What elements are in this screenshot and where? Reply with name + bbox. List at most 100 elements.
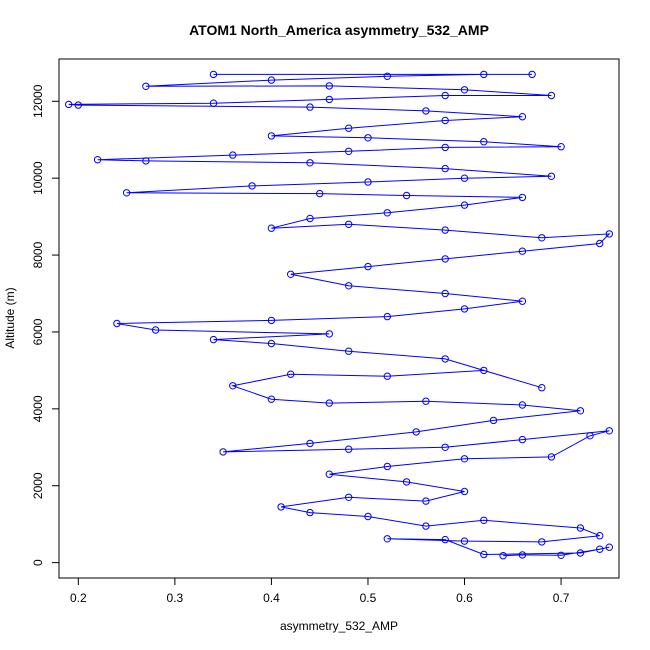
data-point xyxy=(547,453,556,461)
data-point xyxy=(219,448,227,456)
data-point xyxy=(460,86,469,94)
series-line xyxy=(68,73,611,557)
y-axis: 0 2000 4000 6000 8000 10000 12000 xyxy=(31,84,60,566)
x-axis: 0.2 0.3 0.4 0.5 0.6 0.7 xyxy=(70,577,570,605)
data-point xyxy=(113,319,121,328)
data-point xyxy=(576,549,585,557)
data-point xyxy=(74,101,83,109)
data-point xyxy=(209,99,218,107)
data-point xyxy=(576,524,585,532)
y-tick-label: 10000 xyxy=(31,161,45,195)
y-axis-label: Altitude (m) xyxy=(3,287,17,348)
data-point xyxy=(596,239,604,248)
data-point xyxy=(364,512,372,521)
data-point xyxy=(364,134,372,142)
data-point xyxy=(383,372,391,380)
data-point xyxy=(306,103,314,111)
data-point xyxy=(441,535,449,544)
y-tick-label: 4000 xyxy=(31,395,45,422)
data-point xyxy=(267,395,276,403)
x-tick-label: 0.2 xyxy=(70,591,87,605)
data-point xyxy=(441,443,449,451)
data-point xyxy=(345,220,353,229)
x-tick-label: 0.6 xyxy=(456,591,473,605)
data-point xyxy=(480,550,488,559)
data-point xyxy=(605,230,613,238)
data-point xyxy=(480,70,488,79)
data-point xyxy=(547,172,556,181)
data-point xyxy=(480,138,488,146)
data-point xyxy=(480,516,488,524)
data-point xyxy=(460,487,469,496)
plot-area xyxy=(65,70,613,560)
data-point xyxy=(267,339,276,348)
data-point xyxy=(248,182,256,190)
data-point xyxy=(345,147,353,156)
data-point xyxy=(267,316,276,325)
data-point xyxy=(528,70,536,79)
data-point xyxy=(518,193,527,202)
data-point xyxy=(383,462,391,471)
data-point xyxy=(480,366,488,375)
data-point xyxy=(518,247,527,255)
data-point xyxy=(93,156,102,164)
data-point xyxy=(441,255,449,263)
data-point xyxy=(364,262,372,271)
x-tick-label: 0.3 xyxy=(167,591,184,605)
data-point xyxy=(518,297,527,305)
y-tick-label: 0 xyxy=(31,559,45,566)
data-point xyxy=(441,226,449,234)
data-point xyxy=(489,416,498,425)
data-point xyxy=(518,401,527,409)
data-point xyxy=(557,551,565,559)
data-point xyxy=(364,178,372,186)
y-tick-label: 2000 xyxy=(31,472,45,499)
data-point xyxy=(306,214,314,223)
data-point xyxy=(306,508,314,517)
y-tick-label: 6000 xyxy=(31,318,45,345)
data-point xyxy=(151,326,160,334)
data-point xyxy=(277,503,285,511)
x-tick-label: 0.5 xyxy=(360,591,377,605)
data-point xyxy=(229,151,237,159)
data-point xyxy=(557,143,565,151)
data-point xyxy=(267,224,276,232)
data-point xyxy=(460,305,469,313)
data-point xyxy=(422,497,430,505)
data-point xyxy=(518,551,527,559)
data-point xyxy=(345,493,353,501)
data-point xyxy=(586,432,594,440)
data-point xyxy=(402,191,411,200)
data-point xyxy=(538,384,546,392)
data-point xyxy=(209,335,218,344)
data-point xyxy=(518,113,527,121)
data-point xyxy=(460,455,469,463)
data-point xyxy=(287,370,295,378)
data-point xyxy=(576,407,585,415)
data-point xyxy=(325,82,333,90)
data-point xyxy=(316,189,324,198)
data-point xyxy=(441,164,449,173)
data-point xyxy=(460,537,469,545)
data-point xyxy=(402,478,411,486)
data-point xyxy=(287,270,295,278)
data-point xyxy=(383,72,391,81)
data-point xyxy=(306,159,314,167)
data-point xyxy=(383,209,391,217)
data-point xyxy=(441,289,449,298)
data-point xyxy=(325,330,333,338)
data-point xyxy=(596,545,604,553)
data-point xyxy=(325,95,333,104)
data-point xyxy=(412,428,420,436)
data-point xyxy=(441,116,449,125)
data-point xyxy=(345,124,353,132)
data-point xyxy=(209,70,218,79)
data-point xyxy=(538,234,546,242)
data-point xyxy=(267,132,276,140)
data-point xyxy=(605,427,613,435)
data-point xyxy=(325,399,333,407)
data-point xyxy=(383,535,391,543)
data-point xyxy=(122,189,131,197)
data-point xyxy=(306,439,314,448)
